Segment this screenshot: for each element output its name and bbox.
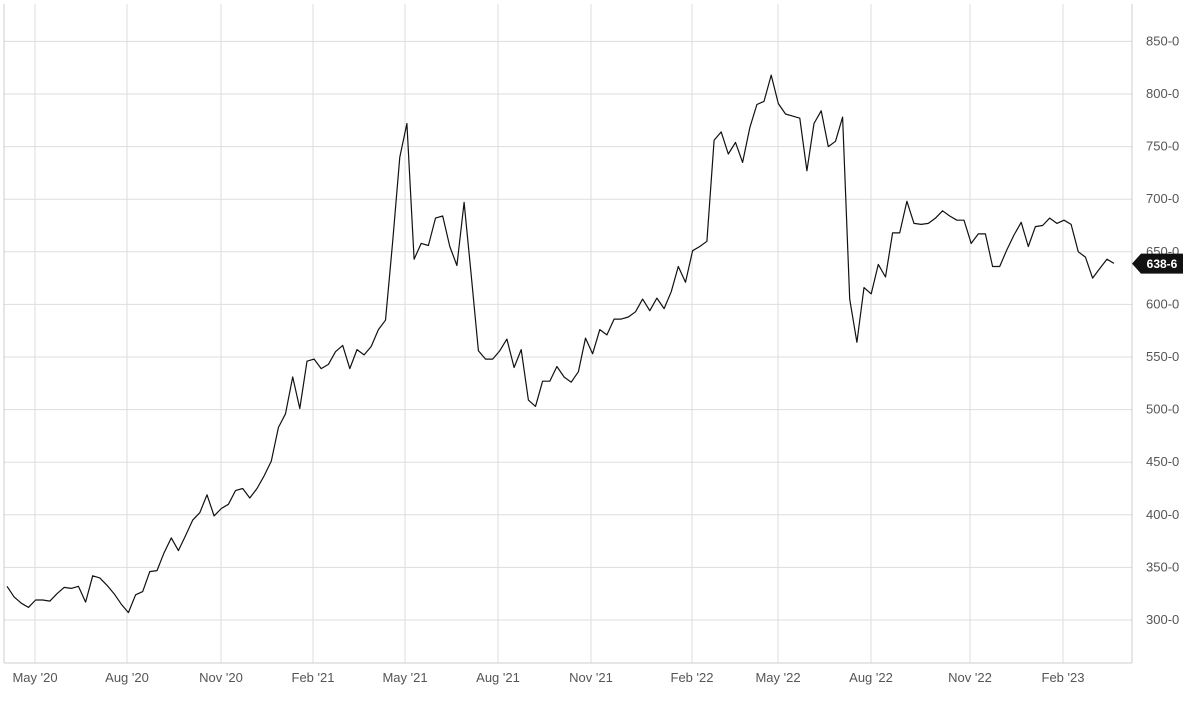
x-tick-label: Nov '20 [199, 670, 243, 685]
y-tick-label: 500-0 [1146, 402, 1179, 417]
x-tick-label: Nov '21 [569, 670, 613, 685]
x-tick-label: Aug '21 [476, 670, 520, 685]
x-tick-label: May '20 [12, 670, 57, 685]
y-tick-label: 600-0 [1146, 296, 1179, 311]
price-series-line [6, 74, 1115, 614]
series-layer [6, 74, 1115, 614]
y-tick-label: 450-0 [1146, 454, 1179, 469]
x-tick-label: Feb '22 [671, 670, 714, 685]
x-tick-label: Feb '23 [1042, 670, 1085, 685]
x-tick-label: May '21 [382, 670, 427, 685]
x-tick-label: May '22 [755, 670, 800, 685]
last-value-label: 638-6 [1147, 257, 1178, 271]
y-tick-label: 850-0 [1146, 33, 1179, 48]
y-tick-label: 750-0 [1146, 139, 1179, 154]
y-tick-label: 300-0 [1146, 612, 1179, 627]
x-tick-label: Feb '21 [292, 670, 335, 685]
x-axis-tick-labels: May '20 Aug '20 Nov '20 Feb '21 May '21 Aug '… [12, 670, 1084, 685]
y-tick-label: 550-0 [1146, 349, 1179, 364]
x-tick-label: Aug '20 [105, 670, 149, 685]
y-tick-label: 800-0 [1146, 86, 1179, 101]
y-tick-label: 700-0 [1146, 191, 1179, 206]
last-value-badge [1132, 253, 1183, 274]
axis-lines [3, 4, 1133, 664]
last-value-marker: 638-6 [1132, 253, 1183, 274]
grid-lines [4, 4, 1132, 663]
x-tick-label: Nov '22 [948, 670, 992, 685]
x-tick-label: Aug '22 [849, 670, 893, 685]
y-tick-label: 400-0 [1146, 507, 1179, 522]
y-tick-label: 350-0 [1146, 559, 1179, 574]
y-axis-tick-labels: 300-0350-0400-0450-0500-0550-0600-0650-0… [1146, 33, 1179, 627]
